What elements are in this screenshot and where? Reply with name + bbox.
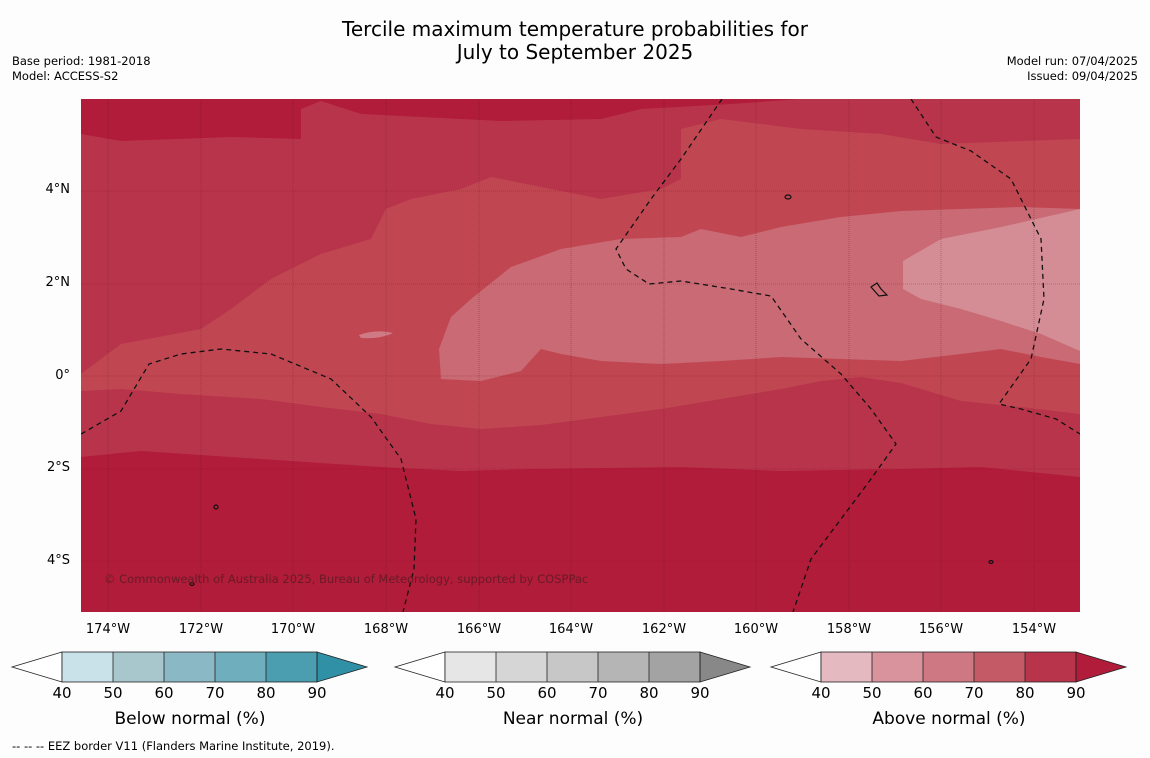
lat-label: 2°N <box>45 275 71 290</box>
cbar-tick: 70 <box>588 684 608 702</box>
map-canvas <box>81 99 1080 612</box>
lon-label: 170°W <box>270 622 316 637</box>
cbar-tick: 50 <box>862 684 882 702</box>
colorbar-above-normal <box>769 651 1128 683</box>
cbar-tick: 50 <box>486 684 506 702</box>
lat-label: 4°N <box>45 182 71 197</box>
lon-label: 174°W <box>85 622 131 637</box>
model-name: Model: ACCESS-S2 <box>12 69 119 83</box>
cbar-tick: 40 <box>435 684 455 702</box>
copyright-notice: © Commonwealth of Australia 2025, Bureau… <box>104 572 589 586</box>
colorbar-title-near: Near normal (%) <box>502 709 644 729</box>
colorbar-near-normal <box>393 651 752 683</box>
cbar-tick: 90 <box>307 684 327 702</box>
cbar-tick: 60 <box>913 684 933 702</box>
colorbar-below-normal <box>10 651 369 683</box>
graticule <box>81 99 1080 612</box>
cbar-tick: 80 <box>256 684 276 702</box>
meta-right: Model run: 07/04/2025 Issued: 09/04/2025 <box>1007 54 1138 84</box>
lon-label: 164°W <box>548 622 594 637</box>
lat-label: 4°S <box>46 553 70 568</box>
cbar-tick: 40 <box>811 684 831 702</box>
cbar-tick: 90 <box>690 684 710 702</box>
lat-label: 2°S <box>46 460 70 475</box>
title-line-1: Tercile maximum temperature probabilitie… <box>342 17 808 41</box>
model-run: Model run: 07/04/2025 <box>1006 54 1138 68</box>
lon-label: 162°W <box>641 622 687 637</box>
lon-label: 156°W <box>918 622 964 637</box>
lon-label: 154°W <box>1011 622 1057 637</box>
meta-left: Base period: 1981-2018 Model: ACCESS-S2 <box>12 54 151 84</box>
cbar-tick: 70 <box>964 684 984 702</box>
cbar-tick: 40 <box>52 684 72 702</box>
cbar-tick: 60 <box>154 684 174 702</box>
lon-label: 158°W <box>826 622 872 637</box>
colorbar-title-below: Below normal (%) <box>114 709 266 729</box>
region-40-50 <box>903 209 1080 351</box>
cbar-tick: 80 <box>1015 684 1035 702</box>
cbar-tick: 90 <box>1066 684 1086 702</box>
islands <box>189 194 994 587</box>
colorbar-title-above: Above normal (%) <box>872 709 1026 729</box>
probability-map <box>81 99 1080 612</box>
cbar-tick: 80 <box>639 684 659 702</box>
base-period: Base period: 1981-2018 <box>12 54 151 68</box>
cbar-tick: 50 <box>103 684 123 702</box>
lon-label: 160°W <box>733 622 779 637</box>
lon-label: 168°W <box>363 622 409 637</box>
chart-title: Tercile maximum temperature probabilitie… <box>0 18 1150 64</box>
lon-label: 166°W <box>456 622 502 637</box>
lat-label: 0° <box>55 368 70 383</box>
eez-footnote: -- -- -- EEZ border V11 (Flanders Marine… <box>12 739 335 753</box>
issued-date: Issued: 09/04/2025 <box>1027 69 1138 83</box>
cbar-tick: 70 <box>205 684 225 702</box>
title-line-2: July to September 2025 <box>456 40 694 64</box>
lon-label: 172°W <box>178 622 224 637</box>
cbar-tick: 60 <box>537 684 557 702</box>
eez-borders <box>81 99 1080 612</box>
region-patch <box>359 331 393 339</box>
